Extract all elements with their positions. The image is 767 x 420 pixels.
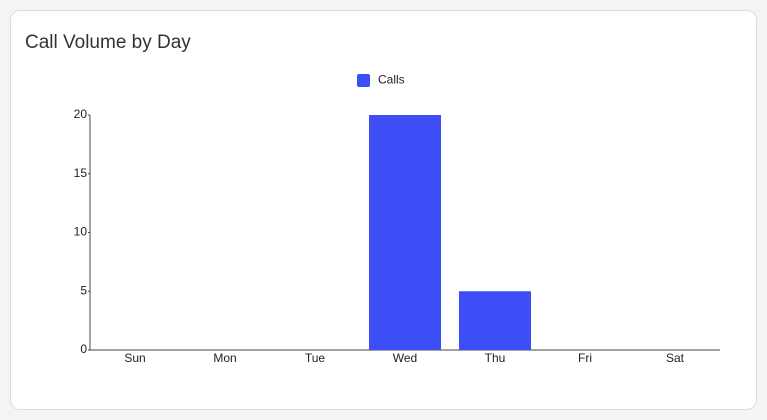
x-tick-label: Tue — [305, 351, 326, 365]
y-tick-label: 5 — [80, 283, 87, 297]
y-tick-label: 10 — [74, 225, 88, 239]
y-tick-label: 15 — [74, 166, 88, 180]
x-tick-label: Wed — [393, 351, 417, 365]
x-tick-label: Sun — [124, 351, 145, 365]
x-tick-label: Thu — [485, 351, 506, 365]
x-tick-label: Mon — [213, 351, 236, 365]
y-tick-label: 0 — [80, 342, 87, 356]
x-tick-label: Sat — [666, 351, 685, 365]
legend-swatch — [357, 74, 370, 87]
y-tick-label: 20 — [74, 107, 88, 121]
bar — [459, 291, 531, 350]
legend-label: Calls — [378, 73, 405, 87]
chart-title: Call Volume by Day — [25, 32, 191, 53]
x-tick-label: Fri — [578, 351, 592, 365]
bar — [369, 115, 441, 350]
